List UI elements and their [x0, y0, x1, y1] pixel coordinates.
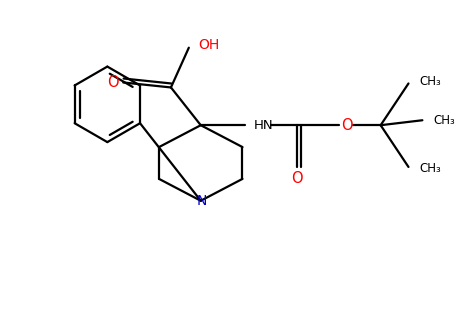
Text: CH₃: CH₃: [432, 114, 454, 127]
Text: OH: OH: [197, 38, 219, 52]
Text: O: O: [291, 171, 302, 186]
Text: CH₃: CH₃: [419, 162, 440, 175]
Text: O: O: [340, 118, 352, 133]
Text: HN: HN: [253, 119, 273, 132]
Text: O: O: [107, 75, 119, 90]
Text: N: N: [196, 194, 207, 208]
Text: CH₃: CH₃: [419, 75, 440, 88]
